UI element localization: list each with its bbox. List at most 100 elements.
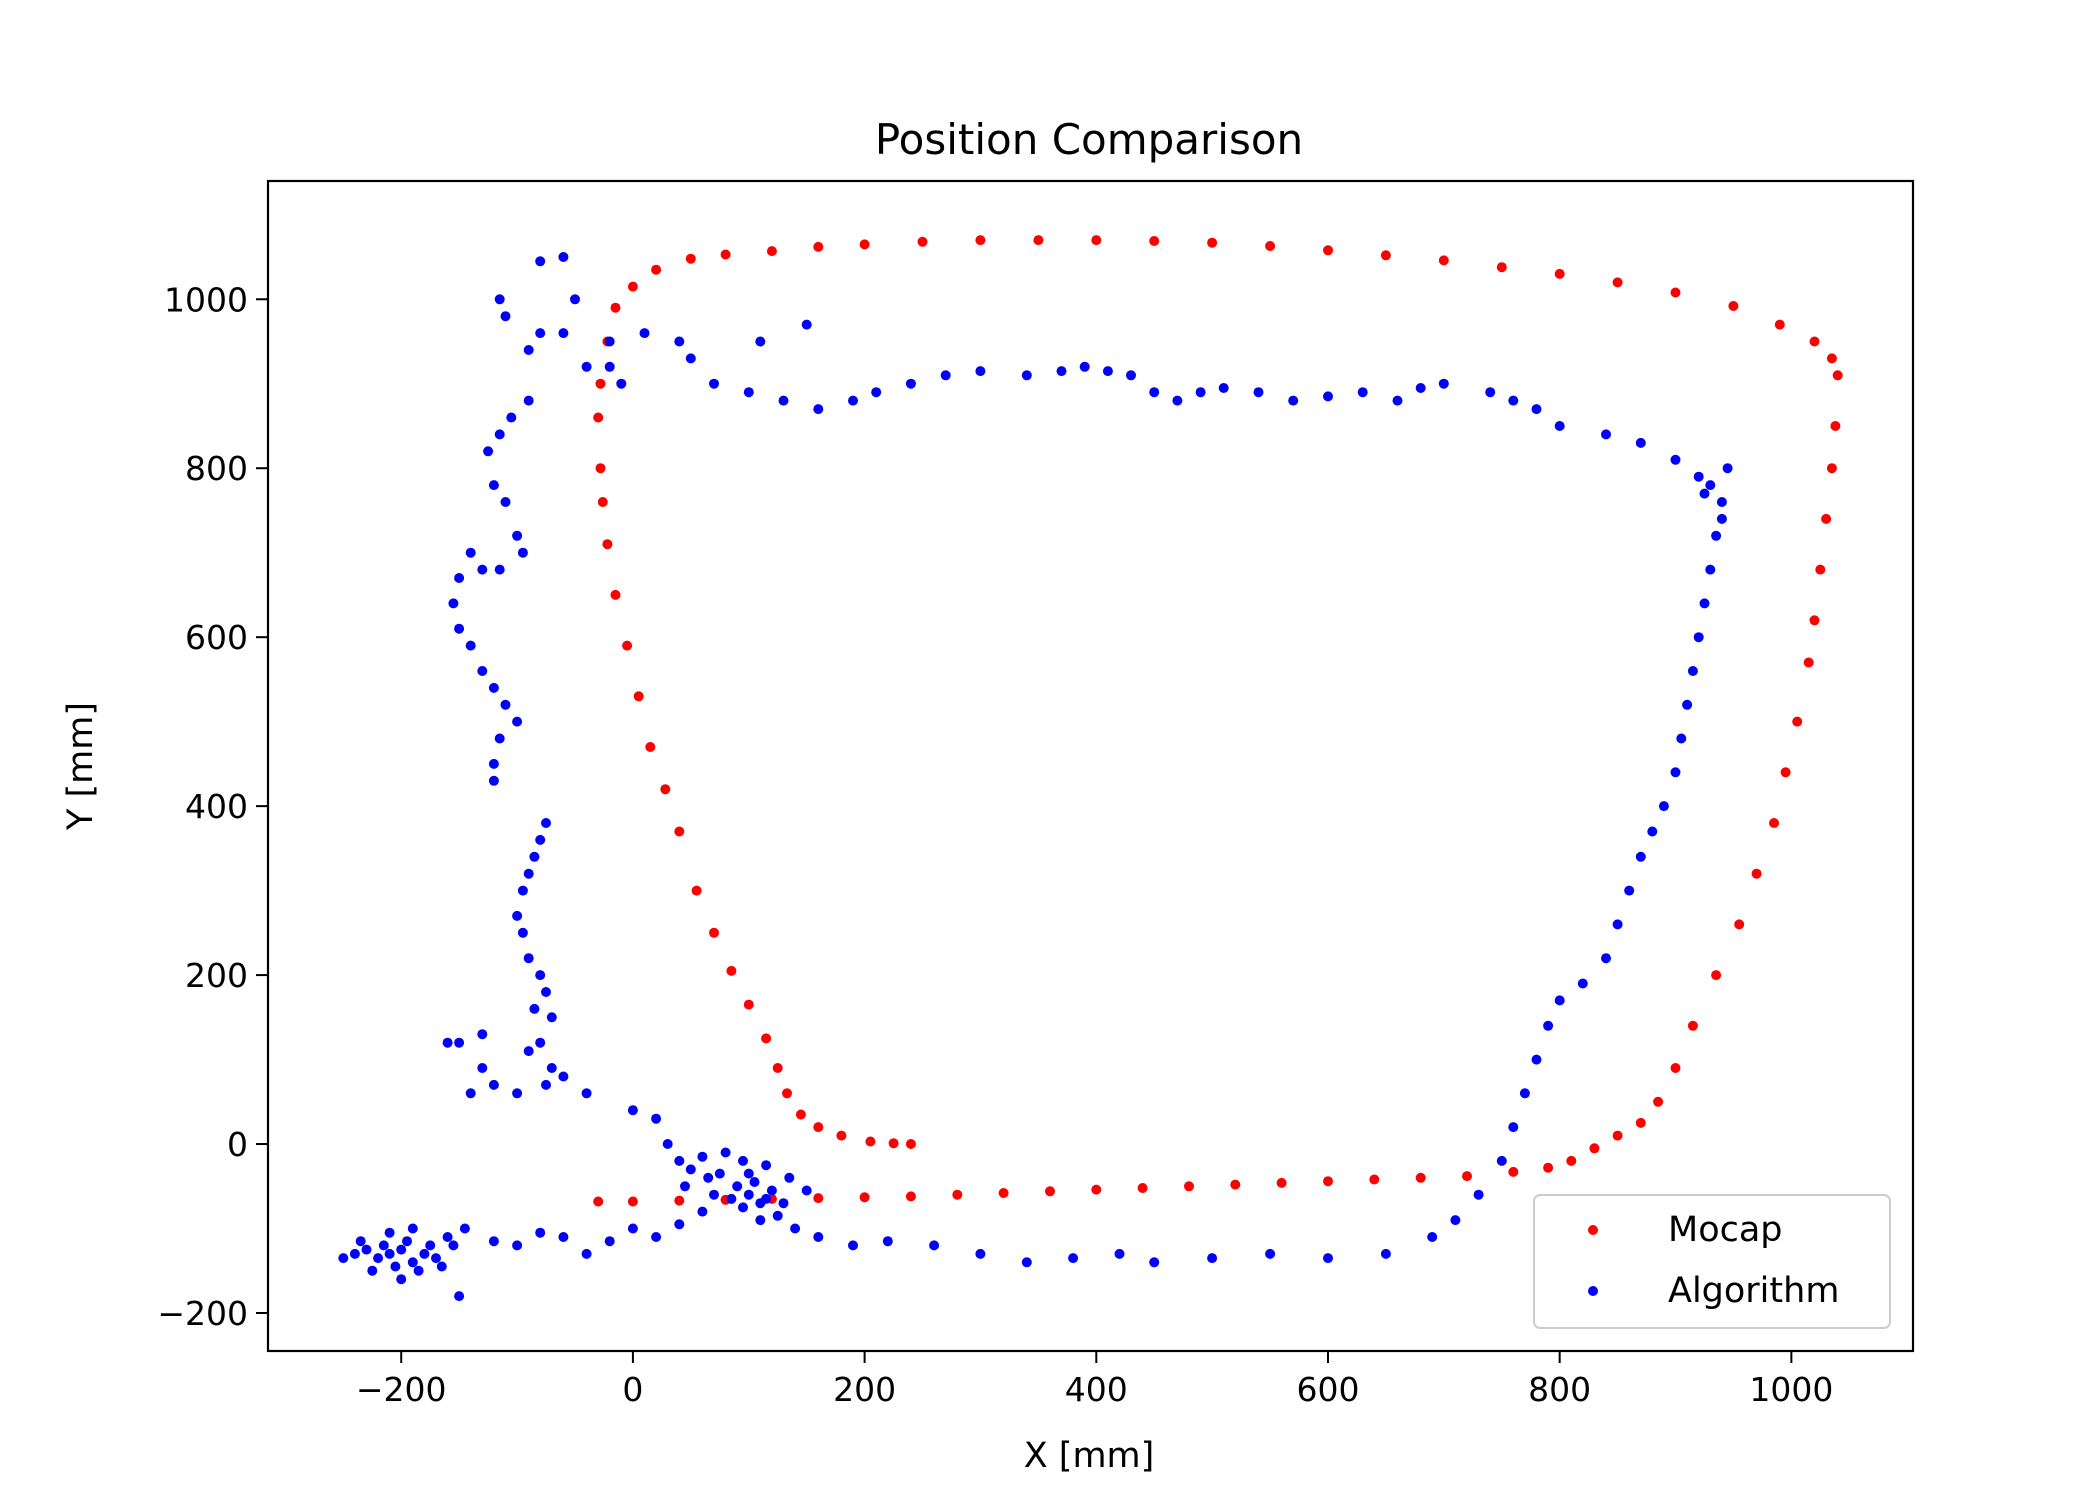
mocap-point-11 xyxy=(709,927,719,938)
algorithm-point-70 xyxy=(1577,978,1588,989)
algorithm-point-190 xyxy=(674,1155,685,1166)
algorithm-point-181 xyxy=(465,1088,476,1099)
algorithm-point-25 xyxy=(512,1240,523,1251)
algorithm-point-157 xyxy=(500,699,511,710)
algorithm-point-196 xyxy=(714,1168,725,1179)
algorithm-point-114 xyxy=(975,366,986,377)
mocap-point-87 xyxy=(813,1193,824,1204)
algorithm-point-151 xyxy=(454,573,465,583)
algorithm-point-131 xyxy=(500,311,511,322)
mocap-point-28 xyxy=(685,253,696,264)
algorithm-point-173 xyxy=(546,1012,557,1023)
algorithm-point-155 xyxy=(477,666,488,676)
algorithm-point-93 xyxy=(1601,429,1611,440)
algorithm-point-31 xyxy=(651,1232,662,1242)
algorithm-point-46 xyxy=(772,1210,783,1221)
mocap-point-77 xyxy=(1276,1177,1287,1188)
algorithm-point-101 xyxy=(1357,387,1368,398)
mocap-point-34 xyxy=(975,235,986,246)
algorithm-point-42 xyxy=(726,1193,737,1204)
mocap-point-33 xyxy=(917,236,928,247)
legend-box xyxy=(1533,1194,1891,1329)
legend: Mocap Algorithm xyxy=(1533,1194,1891,1329)
algorithm-point-91 xyxy=(1670,454,1681,465)
algorithm-point-186 xyxy=(581,1088,592,1099)
algorithm-point-14 xyxy=(431,1253,441,1264)
algorithm-point-8 xyxy=(361,1244,372,1255)
algorithm-point-112 xyxy=(1056,366,1067,377)
mocap-point-32 xyxy=(859,239,870,250)
algorithm-point-176 xyxy=(546,1063,557,1073)
chart-title: Position Comparison xyxy=(875,115,1303,164)
algorithm-point-66 xyxy=(1519,1088,1530,1099)
mocap-point-31 xyxy=(813,241,824,252)
algorithm-point-4 xyxy=(378,1240,389,1251)
algorithm-point-9 xyxy=(413,1265,424,1276)
mocap-point-6 xyxy=(782,1088,792,1099)
mocap-point-73 xyxy=(1462,1171,1472,1182)
algorithm-point-63 xyxy=(1473,1189,1484,1200)
algorithm-point-96 xyxy=(1508,395,1519,406)
mocap-point-16 xyxy=(633,691,644,702)
algorithm-point-2 xyxy=(407,1257,418,1268)
algorithm-point-100 xyxy=(1392,395,1403,406)
mocap-point-10 xyxy=(726,965,737,976)
algorithm-point-79 xyxy=(1682,699,1693,710)
mocap-point-67 xyxy=(1635,1117,1646,1128)
algorithm-point-110 xyxy=(1102,366,1113,377)
mocap-point-69 xyxy=(1589,1143,1600,1154)
algorithm-point-158 xyxy=(512,716,523,727)
algorithm-point-52 xyxy=(975,1248,986,1259)
mocap-point-23 xyxy=(595,378,606,389)
algorithm-point-167 xyxy=(512,910,523,921)
plot-area xyxy=(266,179,1915,1353)
mocap-point-38 xyxy=(1207,237,1218,248)
algorithm-point-166 xyxy=(517,885,528,896)
mocap-point-25 xyxy=(610,302,621,313)
algorithm-point-143 xyxy=(483,446,494,457)
y-tick-label: 0 xyxy=(227,1125,248,1164)
algorithm-point-119 xyxy=(813,404,824,415)
algorithm-point-113 xyxy=(1021,370,1032,381)
algorithm-point-156 xyxy=(488,682,499,693)
mocap-point-71 xyxy=(1543,1162,1554,1173)
algorithm-point-179 xyxy=(512,1088,523,1099)
y-tick-label: 1000 xyxy=(164,280,248,319)
algorithm-point-134 xyxy=(558,252,569,262)
algorithm-point-139 xyxy=(755,336,766,347)
mocap-point-41 xyxy=(1380,250,1391,261)
mocap-point-17 xyxy=(622,640,633,651)
y-tick-label: 600 xyxy=(185,618,248,657)
mocap-point-40 xyxy=(1323,245,1333,256)
algorithm-point-107 xyxy=(1172,395,1183,406)
algorithm-point-36 xyxy=(743,1189,754,1200)
algorithm-point-138 xyxy=(801,319,812,330)
algorithm-point-30 xyxy=(627,1223,638,1234)
algorithm-point-90 xyxy=(1716,513,1727,524)
mocap-point-44 xyxy=(1554,268,1565,279)
algorithm-point-53 xyxy=(1021,1257,1032,1268)
algorithm-point-0 xyxy=(384,1248,395,1259)
algorithm-point-77 xyxy=(1670,767,1681,778)
algorithm-point-86 xyxy=(1705,480,1716,491)
mocap-point-84 xyxy=(952,1189,963,1200)
x-tick-label: −200 xyxy=(356,1370,447,1409)
x-tick-label: 400 xyxy=(1065,1370,1128,1409)
x-tick-label: 200 xyxy=(833,1370,896,1409)
mocap-point-2 xyxy=(865,1136,876,1147)
algorithm-point-142 xyxy=(494,429,505,440)
algorithm-point-116 xyxy=(905,378,916,389)
algorithm-point-26 xyxy=(535,1227,546,1238)
algorithm-point-29 xyxy=(604,1236,615,1247)
y-axis-label: Y [mm] xyxy=(61,702,101,831)
algorithm-point-6 xyxy=(419,1248,430,1259)
mocap-point-45 xyxy=(1612,277,1623,288)
y-tick-label: −200 xyxy=(157,1294,248,1333)
algorithm-point-49 xyxy=(848,1240,858,1251)
algorithm-point-62 xyxy=(1450,1215,1461,1226)
y-tick-label: 200 xyxy=(185,956,248,995)
algorithm-point-152 xyxy=(448,598,459,609)
algorithm-point-123 xyxy=(685,353,696,364)
algorithm-point-137 xyxy=(616,378,627,389)
mocap-point-52 xyxy=(1830,421,1841,431)
